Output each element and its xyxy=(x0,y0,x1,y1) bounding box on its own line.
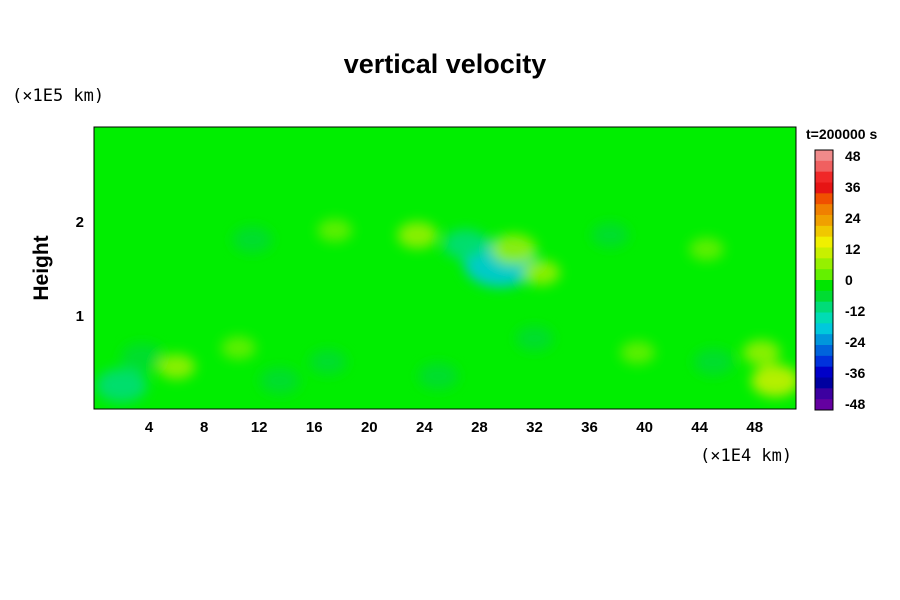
colorbar-swatch xyxy=(815,280,833,292)
heatmap-feature xyxy=(397,221,438,249)
heatmap-feature xyxy=(515,326,554,351)
x-tick-label: 32 xyxy=(526,419,543,436)
plot-frame xyxy=(93,126,797,410)
y-unit-label: (×1E5 km) xyxy=(12,86,104,106)
colorbar-tick-label: -24 xyxy=(845,334,865,350)
x-tick-label: 4 xyxy=(145,419,154,436)
colorbar-swatch xyxy=(815,182,833,194)
colorbar-swatch xyxy=(815,193,833,205)
colorbar-swatch xyxy=(815,399,833,411)
heatmap-feature xyxy=(96,368,148,403)
heatmap-feature xyxy=(522,260,561,286)
colorbar-swatch xyxy=(815,150,833,162)
colorbar-tick-label: 24 xyxy=(845,210,861,226)
x-tick-label: 16 xyxy=(306,419,323,436)
heatmap-feature xyxy=(742,340,781,366)
colorbar xyxy=(814,149,834,411)
chart-title: vertical velocity xyxy=(344,49,547,79)
colorbar-swatch xyxy=(815,236,833,248)
heatmap-feature xyxy=(689,237,724,261)
heatmap-feature xyxy=(751,364,796,397)
x-tick-label: 40 xyxy=(636,419,653,436)
y-axis-ticks: 12 xyxy=(76,214,84,325)
x-axis-ticks: 4 8 12 16 20 24 28 32 36 40 44 48 xyxy=(145,419,763,436)
colorbar-swatch xyxy=(815,204,833,216)
heatmap-feature xyxy=(442,229,489,260)
x-tick-label: 48 xyxy=(746,419,763,436)
colorbar-tick-label: -48 xyxy=(845,396,865,412)
colorbar-frame xyxy=(814,149,834,411)
colorbar-swatch xyxy=(815,388,833,400)
colorbar-swatch xyxy=(815,355,833,368)
x-tick-label: 28 xyxy=(471,419,488,436)
colorbar-swatch xyxy=(815,247,833,259)
colorbar-swatch xyxy=(815,345,833,357)
colorbar-swatch xyxy=(815,215,833,227)
heatmap-feature xyxy=(157,354,196,380)
heatmap-feature xyxy=(221,336,256,360)
heatmap-feature xyxy=(309,349,347,375)
x-tick-label: 44 xyxy=(691,419,708,436)
colorbar-swatch xyxy=(815,301,833,313)
colorbar-swatch xyxy=(815,171,833,183)
y-tick-label: 1 xyxy=(76,308,84,325)
y-tick-label: 2 xyxy=(76,214,84,231)
x-tick-label: 24 xyxy=(416,419,433,436)
heatmap-feature xyxy=(591,222,629,248)
colorbar-swatch xyxy=(815,366,833,378)
x-unit-label: (×1E4 km) xyxy=(700,446,792,466)
colorbar-ticks: 48 36 24 12 0 -12 -24 -36 -48 xyxy=(845,148,865,412)
colorbar-swatch xyxy=(815,334,833,346)
heatmap-features xyxy=(96,218,796,403)
colorbar-tick-label: 48 xyxy=(845,148,861,164)
heatmap-feature xyxy=(491,234,537,265)
colorbar-swatch xyxy=(815,269,833,281)
colorbar-tick-label: 12 xyxy=(845,241,861,257)
x-tick-label: 20 xyxy=(361,419,378,436)
colorbar-swatch xyxy=(815,290,833,303)
y-axis-label: Height xyxy=(30,235,53,300)
heatmap-feature xyxy=(259,367,300,395)
colorbar-tick-label: 36 xyxy=(845,179,861,195)
colorbar-swatch xyxy=(815,160,833,173)
heatmap-feature xyxy=(693,348,734,376)
colorbar-tick-label: 0 xyxy=(845,272,853,288)
time-label: t=200000 s xyxy=(806,126,877,142)
heatmap-feature xyxy=(120,343,164,372)
heatmap-feature xyxy=(620,341,656,365)
colorbar-swatch xyxy=(815,258,833,270)
colorbar-tick-label: -12 xyxy=(845,303,865,319)
heatmap-feature xyxy=(418,362,459,390)
x-tick-label: 36 xyxy=(581,419,598,436)
colorbar-swatch xyxy=(815,377,833,389)
plot-background xyxy=(94,127,796,409)
colorbar-swatch xyxy=(815,225,833,238)
colorbar-swatch xyxy=(815,312,833,324)
colorbar-tick-label: -36 xyxy=(845,365,865,381)
x-tick-label: 8 xyxy=(200,419,208,436)
x-tick-label: 12 xyxy=(251,419,268,436)
heatmap-feature xyxy=(232,226,273,254)
colorbar-swatch xyxy=(815,323,833,335)
heatmap-feature xyxy=(317,218,353,242)
